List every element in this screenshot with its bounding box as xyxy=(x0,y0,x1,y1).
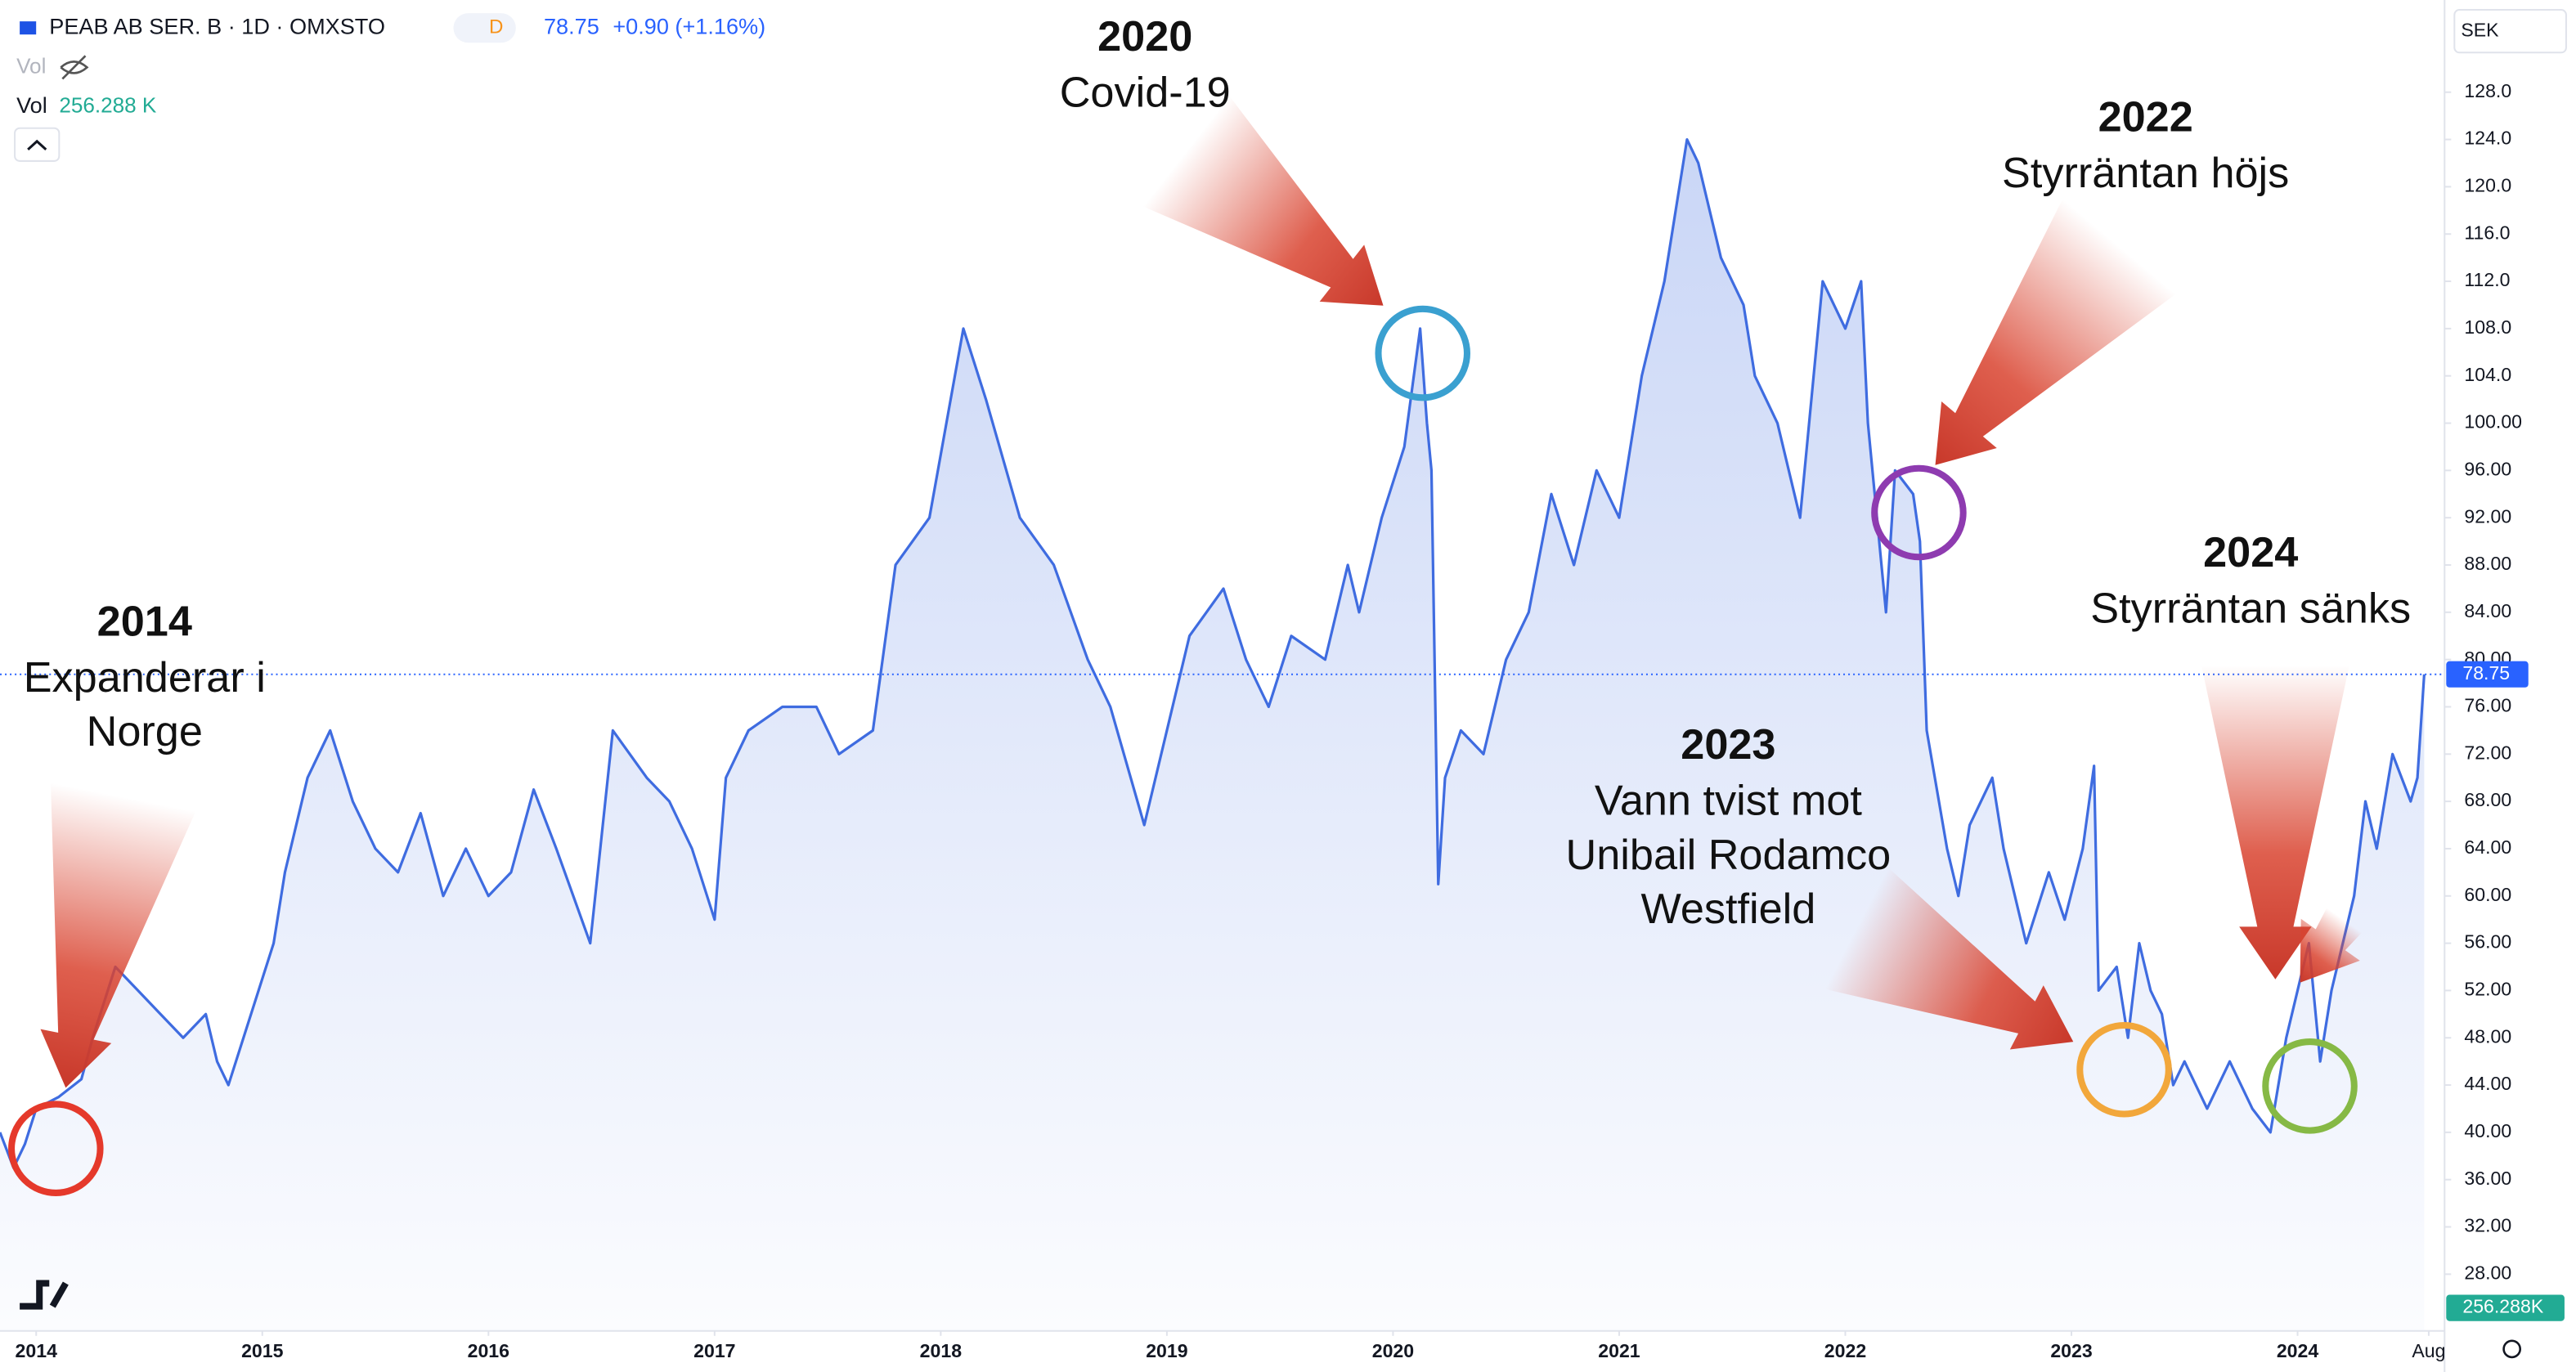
x-tick-label: 2022 xyxy=(1824,1340,1866,1361)
vol-value: 256.288 K xyxy=(59,93,157,118)
highlight-circle xyxy=(2262,1038,2358,1134)
annotation-text: Styrräntan höjs xyxy=(2002,150,2289,197)
x-tick-label: 2015 xyxy=(241,1340,284,1361)
settings-icon[interactable] xyxy=(2502,1339,2522,1359)
x-tick-label: 2023 xyxy=(2050,1340,2093,1361)
last-price-axis-label: 78.75 xyxy=(2462,662,2510,684)
annotation-text: Westfield xyxy=(1640,886,1815,933)
y-tick-label: 48.00 xyxy=(2464,1025,2511,1047)
y-tick-label: 72.00 xyxy=(2464,742,2511,763)
annotation-title: 2022 xyxy=(2098,93,2193,141)
y-tick-label: 28.00 xyxy=(2464,1262,2511,1283)
plot-area xyxy=(0,137,2445,1331)
highlight-circle xyxy=(1871,464,1967,561)
annotation-text: Norge xyxy=(87,708,203,755)
y-tick-label: 40.00 xyxy=(2464,1120,2511,1141)
y-tick-label: 92.00 xyxy=(2464,505,2511,527)
eye-icon[interactable] xyxy=(60,55,89,80)
y-tick-label: 104.0 xyxy=(2464,364,2511,385)
annotations-layer: 2014 Expanderar i Norge 2020 Covid-19 2022 Sty… xyxy=(8,13,2411,1196)
y-tick-label: 32.00 xyxy=(2464,1215,2511,1236)
x-tick-label: 2014 xyxy=(16,1340,58,1361)
arrow xyxy=(2201,665,2349,980)
y-tick-label: 64.00 xyxy=(2464,836,2511,858)
x-tick-label: 2019 xyxy=(1146,1340,1187,1361)
area-fill xyxy=(0,139,2425,1331)
y-tick-label: 96.00 xyxy=(2464,458,2511,479)
interval-badge: D xyxy=(489,16,503,38)
x-tick-label: 2017 xyxy=(693,1340,735,1361)
y-tick-label: 120.0 xyxy=(2464,175,2511,196)
price-change: +0.90 (+1.16%) xyxy=(613,13,765,38)
x-tick-label: 2018 xyxy=(920,1340,963,1361)
vol-hidden-label: Vol xyxy=(16,53,46,78)
y-tick-label: 112.0 xyxy=(2464,269,2510,290)
annotation-text: Expanderar i xyxy=(24,654,266,702)
currency-button[interactable] xyxy=(2453,9,2567,54)
x-tick-label: 2024 xyxy=(2277,1340,2319,1361)
y-tick-label: 44.00 xyxy=(2464,1073,2511,1094)
currency: SEK xyxy=(2461,19,2499,40)
arrow xyxy=(1935,199,2176,465)
symbol-icon xyxy=(20,21,37,35)
annotation-title: 2020 xyxy=(1097,13,1192,61)
y-tick-label: 108.0 xyxy=(2464,316,2511,338)
volume-box xyxy=(2446,1294,2565,1321)
price-line xyxy=(0,137,2426,1169)
logo xyxy=(20,1280,69,1310)
y-tick-label: 84.00 xyxy=(2464,600,2511,621)
highlight-circle xyxy=(8,1101,104,1196)
x-tick-label: Aug xyxy=(2412,1340,2445,1361)
symbol-title: PEAB AB SER. B · 1D · OMXSTO xyxy=(49,13,385,38)
arrow xyxy=(1142,96,1384,306)
x-tick-label: 2016 xyxy=(468,1340,510,1361)
annotation-text: Vann tvist mot xyxy=(1595,777,1863,824)
y-tick-label: 36.00 xyxy=(2464,1168,2511,1189)
x-tick-label: 2021 xyxy=(1598,1340,1640,1361)
annotation-title: 2023 xyxy=(1681,721,1775,769)
x-tick-label: 2020 xyxy=(1372,1340,1414,1361)
y-tick-label: 100.00 xyxy=(2464,411,2522,433)
vol-label: Vol xyxy=(16,92,47,118)
annotation-text: Unibail Rodamco xyxy=(1566,832,1892,879)
arrow xyxy=(2300,908,2363,983)
y-tick-label: 52.00 xyxy=(2464,979,2511,1000)
collapse-button[interactable] xyxy=(14,127,61,162)
y-tick-label: 68.00 xyxy=(2464,789,2511,810)
collapse-icon xyxy=(27,139,47,150)
arrow xyxy=(40,782,196,1088)
highlight-circle xyxy=(2076,1021,2172,1118)
annotation-title: 2024 xyxy=(2203,529,2298,576)
y-tick-label: 128.0 xyxy=(2464,80,2511,101)
y-tick-label: 124.0 xyxy=(2464,128,2511,149)
header: PEAB AB SER. B · 1D · OMXSTO D 78.75 +0.… xyxy=(14,9,2567,1359)
last-price-box xyxy=(2446,661,2529,688)
annotation-text: Covid-19 xyxy=(1060,69,1231,116)
highlight-circle xyxy=(1375,305,1470,401)
annotation-text: Styrräntan sänks xyxy=(2090,585,2411,632)
y-tick-label: 76.00 xyxy=(2464,695,2511,716)
badge[interactable] xyxy=(453,13,516,43)
annotation-title: 2014 xyxy=(97,598,192,645)
y-tick-label: 56.00 xyxy=(2464,931,2511,953)
y-tick-label: 88.00 xyxy=(2464,553,2511,574)
y-tick-label: 116.0 xyxy=(2464,222,2510,243)
y-tick-label: 60.00 xyxy=(2464,884,2511,905)
arrow xyxy=(1824,868,2074,1050)
last-price: 78.75 xyxy=(544,13,599,38)
volume-axis-label: 256.288K xyxy=(2462,1296,2543,1317)
